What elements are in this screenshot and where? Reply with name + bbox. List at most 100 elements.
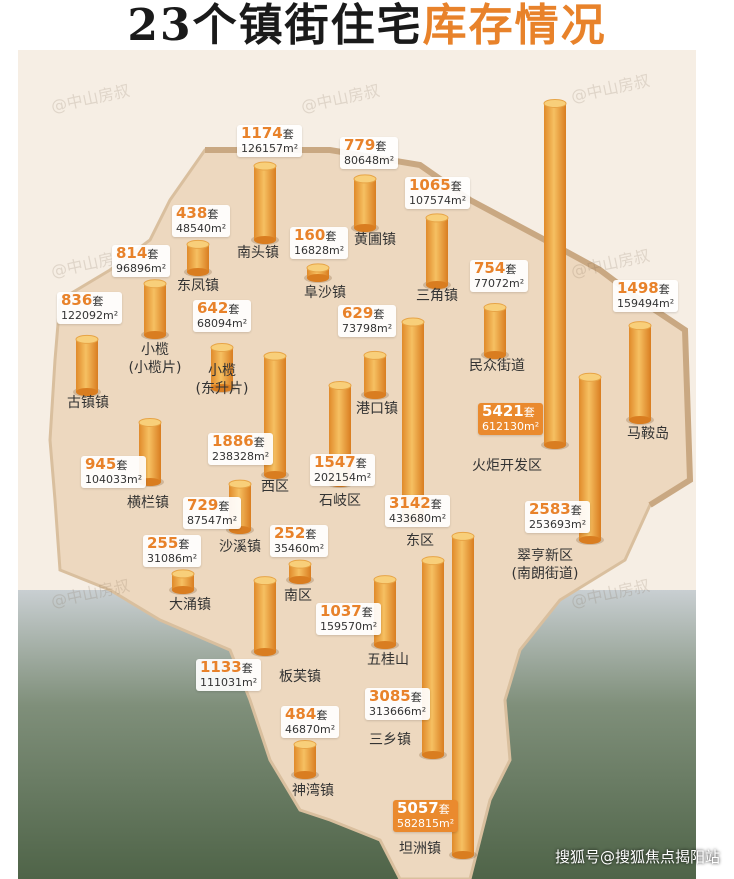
cylinder [402, 322, 424, 520]
cylinder-base [76, 388, 98, 396]
area-unit: m² [509, 277, 525, 290]
cylinder [144, 283, 166, 335]
cylinder-top [363, 350, 387, 360]
units-value: 438 [176, 204, 208, 222]
area-unit: m² [211, 222, 227, 235]
region-name-sub: (东升片) [195, 381, 249, 397]
area-line: 73798m² [342, 322, 392, 336]
area-line: 433680m² [389, 512, 446, 526]
cylinder-top [171, 569, 195, 579]
units-unit: 套 [207, 208, 219, 221]
region-name: 黄圃镇 [354, 231, 396, 249]
value-label: 484套 46870m² [281, 705, 340, 738]
cylinder-top [578, 372, 602, 382]
cylinder-base [579, 536, 601, 544]
area-unit: m² [320, 723, 336, 736]
region-name: 三乡镇 [369, 731, 411, 749]
units-value: 1547 [314, 453, 356, 471]
units-line: 255套 [147, 536, 197, 552]
units-value: 484 [285, 705, 317, 723]
area-line: 159570m² [320, 620, 377, 634]
region-name-main: 三乡镇 [369, 732, 411, 748]
units-line: 3085套 [369, 689, 426, 705]
value-label: 1886套 238328m² [208, 433, 274, 465]
area-unit: m² [524, 420, 540, 433]
units-unit: 套 [178, 538, 190, 551]
units-line: 2583套 [529, 502, 586, 518]
area-value: 48540 [176, 222, 211, 235]
units-line: 945套 [85, 457, 142, 473]
value-label: 252套 35460m² [270, 525, 329, 557]
region-name-main: 东凤镇 [177, 278, 219, 294]
units-line: 836套 [61, 293, 118, 309]
area-unit: m² [659, 297, 675, 310]
region-name-sub: (小榄片) [128, 360, 182, 376]
units-value: 1133 [200, 658, 242, 676]
units-unit: 套 [282, 128, 294, 141]
units-line: 779套 [344, 138, 394, 154]
units-unit: 套 [523, 406, 535, 419]
area-value: 238328 [212, 450, 254, 463]
area-line: 238328m² [212, 450, 269, 464]
units-value: 779 [344, 136, 376, 154]
cylinder-top [628, 321, 652, 331]
area-value: 122092 [61, 309, 103, 322]
cylinder-base [307, 274, 329, 282]
value-label: 5421套 612130m² [478, 403, 544, 435]
area-unit: m² [309, 542, 325, 555]
region-name: 东凤镇 [177, 277, 219, 295]
area-unit: m² [411, 705, 427, 718]
cylinder-top [263, 351, 287, 361]
units-line: 1498套 [617, 281, 674, 297]
title: 23个镇街住宅库存情况 [0, 0, 734, 52]
area-value: 612130 [482, 420, 524, 433]
units-unit: 套 [450, 180, 462, 193]
cylinder [254, 166, 276, 240]
cylinder-base [254, 648, 276, 656]
region-name-main: 横栏镇 [127, 495, 169, 511]
region-name: 五桂山 [367, 651, 409, 669]
value-label: 1133套 111031m² [196, 658, 262, 691]
area-value: 313666 [369, 705, 411, 718]
title-highlight: 库存情况 [422, 0, 607, 51]
region-name: 阜沙镇 [304, 284, 346, 302]
units-unit: 套 [658, 283, 670, 296]
area-line: 104033m² [85, 473, 142, 487]
cylinder-base [364, 391, 386, 399]
value-label: 1174套 126157m² [237, 125, 303, 157]
cylinder-top [401, 317, 425, 327]
area-value: 433680 [389, 512, 431, 525]
units-line: 754套 [474, 261, 524, 277]
region-name: 小榄 (东升片) [196, 362, 249, 398]
cylinder-top [228, 479, 252, 489]
cylinder-top [425, 213, 449, 223]
cylinder-top [293, 740, 317, 750]
cylinder-top [253, 576, 277, 586]
region-name-main: 小榄 [208, 363, 236, 379]
units-unit: 套 [505, 263, 517, 276]
units-line: 3142套 [389, 496, 446, 512]
units-unit: 套 [410, 691, 422, 704]
region-name-main: 东区 [406, 533, 434, 549]
cylinder-base [187, 268, 209, 276]
area-line: 107574m² [409, 194, 466, 208]
units-unit: 套 [325, 230, 337, 243]
area-line: 48540m² [176, 222, 226, 236]
units-line: 729套 [187, 498, 237, 514]
units-unit: 套 [361, 606, 373, 619]
units-value: 836 [61, 291, 93, 309]
value-label: 836套 122092m² [57, 292, 123, 324]
units-unit: 套 [570, 504, 582, 517]
units-value: 160 [294, 226, 326, 244]
area-value: 80648 [344, 154, 379, 167]
cylinder-top [483, 302, 507, 312]
cylinder [629, 325, 651, 420]
units-line: 1174套 [241, 126, 298, 142]
value-label: 779套 80648m² [340, 137, 399, 169]
cylinder-base [484, 351, 506, 359]
region-name: 坦洲镇 [399, 840, 441, 858]
region-name: 石岐区 [319, 492, 361, 510]
footer: 搜狐号@搜狐焦点揭阳站 [554, 848, 720, 866]
area-line: 582815m² [397, 817, 454, 831]
